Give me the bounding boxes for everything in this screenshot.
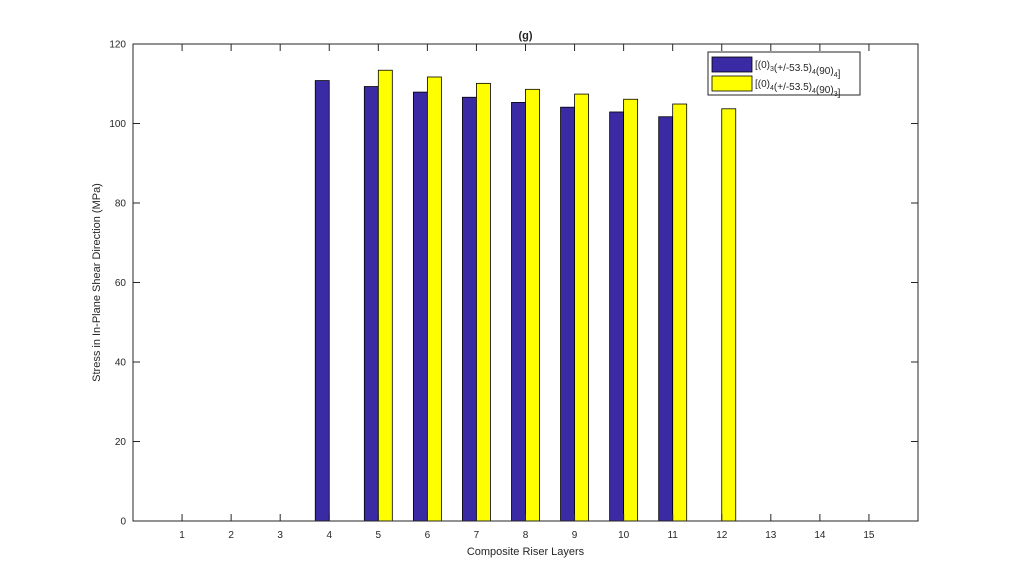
x-tick-label: 11: [667, 530, 678, 541]
chart-title: (g): [518, 30, 532, 42]
x-tick-label: 8: [523, 530, 529, 541]
bar-s1-x10: [609, 111, 625, 522]
x-tick-label: 4: [326, 530, 332, 541]
x-tick-label: 10: [618, 530, 630, 541]
bar-s1-x7: [462, 96, 477, 522]
bar-s2-x9: [574, 93, 589, 522]
x-tick-label: 13: [765, 530, 777, 541]
legend-label-2: [(0)4(+/-53.5)4(90)3]: [755, 79, 841, 99]
x-tick-label: 2: [228, 530, 234, 541]
x-tick-label: 7: [474, 530, 480, 541]
legend-swatch-2: [711, 75, 753, 92]
legend: [(0)3(+/-53.5)4(90)4][(0)4(+/-53.5)4(90)…: [707, 51, 861, 99]
legend-label-1: [(0)3(+/-53.5)4(90)4]: [755, 60, 841, 80]
x-axis-label: Composite Riser Layers: [467, 546, 585, 558]
bar-s2-x8: [525, 88, 540, 522]
y-tick-label: 100: [109, 119, 126, 130]
y-tick-label: 0: [120, 517, 126, 528]
x-tick-label: 9: [572, 530, 578, 541]
bar-s2-x12: [721, 108, 737, 522]
bars-layer: [314, 69, 737, 522]
bar-s2-x10: [623, 98, 639, 522]
y-tick-label: 80: [115, 199, 127, 210]
legend-swatch-1: [711, 56, 753, 73]
bar-s1-x6: [412, 91, 428, 522]
bar-s1-x9: [560, 106, 575, 522]
y-tick-label: 20: [115, 437, 127, 448]
x-tick-label: 1: [179, 530, 185, 541]
x-tick-label: 5: [376, 530, 382, 541]
x-tick-label: 14: [814, 530, 826, 541]
y-axis-label: Stress in In-Plane Shear Direction (MPa): [91, 183, 103, 382]
x-tick-label: 15: [863, 530, 875, 541]
x-tick-label: 3: [277, 530, 283, 541]
y-tick-label: 40: [115, 358, 127, 369]
y-tick-label: 120: [109, 40, 126, 51]
bar-s2-x11: [672, 103, 688, 522]
y-tick-label: 60: [115, 278, 127, 289]
bar-s1-x5: [363, 86, 379, 522]
x-tick-label: 6: [425, 530, 431, 541]
x-tick-label: 12: [716, 530, 728, 541]
bar-s2-x5: [377, 69, 393, 522]
bar-s1-x4: [314, 80, 330, 522]
bar-s2-x7: [476, 82, 491, 522]
bar-s2-x6: [426, 76, 442, 522]
bar-s1-x11: [658, 116, 674, 522]
bar-s1-x8: [511, 102, 526, 522]
